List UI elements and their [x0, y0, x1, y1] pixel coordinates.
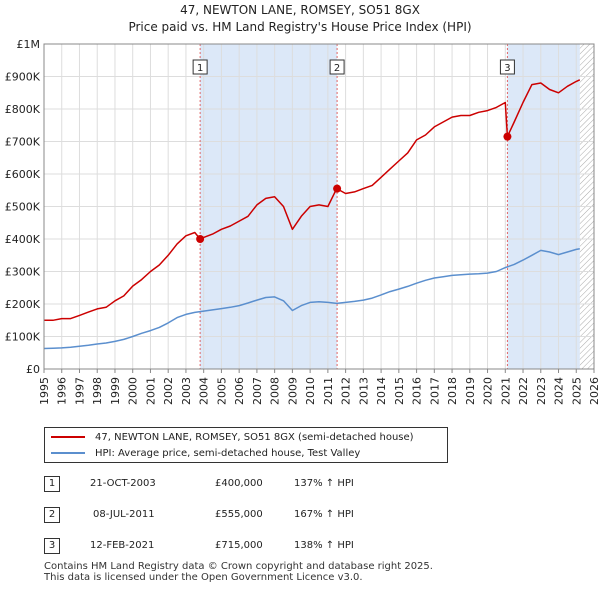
x-tick-label: 2020: [482, 377, 495, 405]
table-row: 1 21-OCT-2003 £400,000 137% ↑ HPI: [44, 476, 464, 494]
x-tick-label: 2003: [180, 377, 193, 405]
x-tick-label: 2014: [375, 377, 388, 405]
transaction-hpi: 137% ↑ HPI: [294, 478, 354, 489]
sale-marker-box-2: [329, 59, 345, 75]
sale-marker-label-3: 3: [504, 63, 510, 74]
y-tick-label: £300K: [5, 266, 41, 279]
series-line-property: [44, 79, 581, 322]
x-tick-label: 2011: [322, 377, 335, 405]
x-tick-label: 2007: [251, 377, 264, 405]
x-tick-label: 2024: [553, 377, 566, 405]
x-tick-label: 2026: [588, 377, 600, 405]
sale-point-2: [333, 184, 342, 193]
table-row: 3 12-FEB-2021 £715,000 138% ↑ HPI: [44, 538, 464, 556]
transaction-date: 21-OCT-2003: [90, 478, 156, 489]
series-line-hpi: [43, 248, 580, 350]
sale-point-3: [503, 132, 512, 141]
y-tick-label: £600K: [5, 168, 41, 181]
y-tick-label: £800K: [5, 103, 41, 116]
x-tick-label: 1999: [109, 377, 122, 405]
chart-title-line-2: Price paid vs. HM Land Registry's House …: [128, 20, 472, 34]
x-tick-label: 2019: [464, 377, 477, 405]
y-tick-label: £500K: [5, 201, 41, 214]
legend-label-hpi: HPI: Average price, semi-detached house,…: [95, 447, 361, 459]
table-row: 2 08-JUL-2011 £555,000 167% ↑ HPI: [44, 507, 464, 525]
chart-legend: 47, NEWTON LANE, ROMSEY, SO51 8GX (semi-…: [44, 427, 448, 463]
legend-item-hpi: HPI: Average price, semi-detached house,…: [51, 446, 360, 460]
plot-frame: [43, 43, 595, 370]
footer-attribution: Contains HM Land Registry data © Crown c…: [44, 561, 433, 583]
x-tick-label: 2004: [198, 377, 211, 405]
x-tick-label: 2017: [428, 377, 441, 405]
transaction-price: £715,000: [215, 540, 263, 551]
x-tick-label: 2005: [215, 377, 228, 405]
transaction-hpi: 167% ↑ HPI: [294, 509, 354, 520]
x-tick-label: 2015: [393, 377, 406, 405]
x-tick-label: 2000: [127, 377, 140, 405]
x-tick-label: 2016: [411, 377, 424, 405]
x-tick-label: 2009: [286, 377, 299, 405]
chart-title-line-1: 47, NEWTON LANE, ROMSEY, SO51 8GX: [180, 3, 420, 17]
y-tick-label: £900K: [5, 71, 41, 84]
y-tick-label: £200K: [5, 298, 41, 311]
transaction-date: 08-JUL-2011: [93, 509, 155, 520]
legend-swatch-property: [51, 436, 85, 438]
legend-swatch-hpi: [51, 452, 85, 454]
x-tick-label: 2023: [535, 377, 548, 405]
x-tick-label: 2006: [233, 377, 246, 405]
price-chart: 1 2 3 £0 £100K £200K £300K £400K £500K £600K £700…: [5, 38, 600, 405]
transaction-number: 1: [44, 476, 60, 492]
transaction-price: £555,000: [215, 509, 263, 520]
x-tick-label: 2010: [304, 377, 317, 405]
x-tick-label: 2021: [499, 377, 512, 405]
x-tick-label: 2002: [162, 377, 175, 405]
footer-line-2: This data is licensed under the Open Gov…: [44, 572, 363, 583]
transaction-hpi: 138% ↑ HPI: [294, 540, 354, 551]
y-tick-label: £1M: [17, 38, 41, 51]
x-tick-label: 2018: [446, 377, 459, 405]
transaction-number: 3: [44, 538, 60, 554]
x-tick-label: 2008: [269, 377, 282, 405]
x-tick-label: 2022: [517, 377, 530, 405]
x-tick-label: 1995: [38, 377, 51, 405]
x-tick-label: 2012: [340, 377, 353, 405]
y-tick-label: £100K: [5, 331, 41, 344]
footer-line-1: Contains HM Land Registry data © Crown c…: [44, 561, 433, 572]
sale-marker-label-1: 1: [197, 63, 203, 74]
sale-marker-box-3: [499, 59, 515, 75]
x-tick-label: 2025: [570, 377, 583, 405]
legend-item-property: 47, NEWTON LANE, ROMSEY, SO51 8GX (semi-…: [51, 430, 414, 444]
y-tick-label: £0: [26, 363, 40, 376]
transaction-number: 2: [44, 507, 60, 523]
transaction-price: £400,000: [215, 478, 263, 489]
x-tick-label: 1997: [73, 377, 86, 405]
y-tick-label: £700K: [5, 136, 41, 149]
sale-marker-box-1: [192, 59, 208, 75]
x-tick-label: 1998: [91, 377, 104, 405]
x-tick-label: 2001: [144, 377, 157, 405]
sale-point-1: [196, 235, 205, 243]
legend-label-property: 47, NEWTON LANE, ROMSEY, SO51 8GX (semi-…: [95, 431, 414, 443]
y-tick-label: £400K: [5, 233, 41, 246]
x-tick-label: 2013: [357, 377, 370, 405]
x-tick-label: 1996: [56, 377, 69, 405]
sale-marker-label-2: 2: [334, 63, 340, 74]
transaction-date: 12-FEB-2021: [90, 540, 155, 551]
